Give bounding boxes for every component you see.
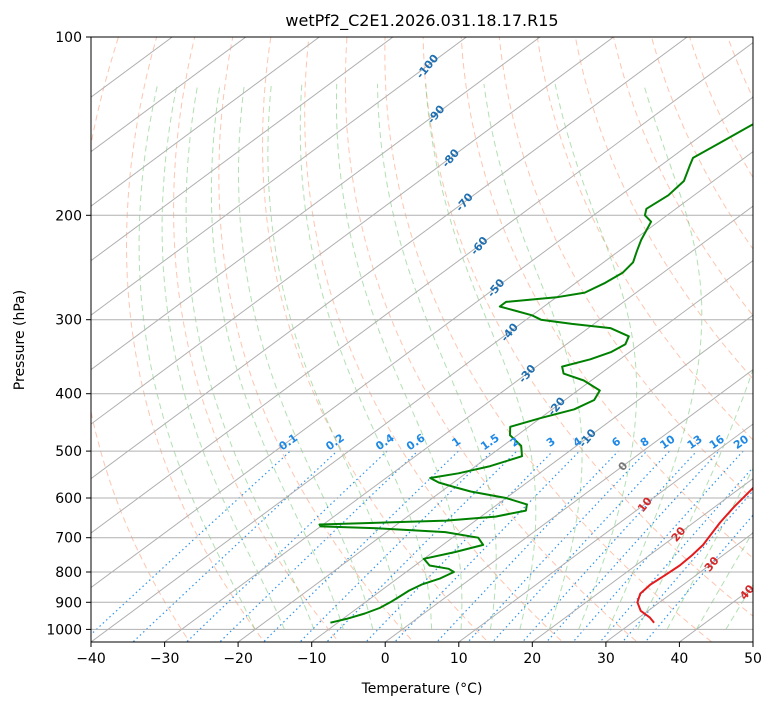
y-axis: 100 200 300 400 500 600 700 800 900 1000 xyxy=(46,30,91,638)
moist-adiabat xyxy=(267,83,403,630)
dry-adiabat xyxy=(574,37,753,380)
moist-adiabat xyxy=(299,83,433,630)
y-tick-label: 700 xyxy=(55,531,82,547)
isotherm xyxy=(91,37,688,480)
x-tick-label: −40 xyxy=(76,651,106,667)
dry-adiabat xyxy=(91,37,191,642)
moist-adiabat xyxy=(554,83,638,630)
dry-adiabat xyxy=(344,37,639,642)
x-tick-label: −30 xyxy=(150,651,180,667)
x-tick-label: 10 xyxy=(450,651,468,667)
chart-title: wetPf2_C2E1.2026.031.18.17.R15 xyxy=(285,11,558,31)
y-tick-label: 800 xyxy=(55,565,82,581)
x-tick-label: −10 xyxy=(297,651,327,667)
isotherm xyxy=(91,37,541,371)
grid-lines xyxy=(91,37,753,642)
y-tick-label: 500 xyxy=(55,444,82,460)
isotherm xyxy=(91,37,174,98)
plot-background xyxy=(91,37,753,642)
dry-adiabat xyxy=(460,37,753,559)
isotherm xyxy=(91,37,468,316)
dewpoint-line xyxy=(318,123,753,624)
dry-adiabat xyxy=(218,37,415,642)
mixing-ratio-label: 25 xyxy=(756,433,775,452)
isotherm xyxy=(384,368,753,642)
dry-adiabat xyxy=(498,37,753,501)
isotherm xyxy=(91,37,247,153)
plot-area xyxy=(91,37,753,642)
moist-adiabat xyxy=(483,83,583,630)
x-tick-label: −20 xyxy=(223,651,253,667)
isotherm xyxy=(310,314,753,642)
x-axis-label: Temperature (°C) xyxy=(361,681,483,697)
x-tick-label: 50 xyxy=(744,651,762,667)
moist-adiabat xyxy=(607,83,703,630)
moist-adiabat xyxy=(210,83,344,630)
isotherm xyxy=(91,151,753,642)
dry-adiabat xyxy=(384,37,713,642)
moist-adiabat xyxy=(161,83,285,630)
dry-adiabat xyxy=(261,37,489,642)
isotherm xyxy=(531,477,753,642)
moist-adiabat xyxy=(138,83,256,630)
sounding-profiles xyxy=(318,123,753,624)
dry-adiabat xyxy=(536,37,753,441)
moist-adiabat xyxy=(377,83,497,630)
isotherm xyxy=(91,96,753,589)
moist-adiabat xyxy=(425,83,537,630)
isotherm xyxy=(91,37,615,425)
moist-adiabat xyxy=(238,83,374,630)
x-tick-label: 40 xyxy=(670,651,688,667)
dry-adiabat xyxy=(689,37,753,179)
y-tick-label: 900 xyxy=(55,595,82,611)
y-tick-label: 100 xyxy=(55,30,82,46)
isotherm xyxy=(237,260,753,642)
temperature-line xyxy=(636,486,753,624)
isotherm xyxy=(91,37,394,262)
moist-adiabat xyxy=(336,83,463,630)
isotherm xyxy=(457,423,753,642)
y-tick-label: 1000 xyxy=(46,622,82,638)
isotherm xyxy=(91,42,753,534)
dry-adiabat xyxy=(173,37,340,642)
dry-adiabat xyxy=(125,37,265,642)
moist-adiabat xyxy=(185,83,315,630)
y-tick-label: 600 xyxy=(55,491,82,507)
x-axis: −40 −30 −20 −10 0 10 20 30 40 50 xyxy=(76,642,762,667)
isotherm xyxy=(163,205,753,642)
plot-frame xyxy=(90,36,754,643)
y-tick-label: 200 xyxy=(55,208,82,224)
isotherm xyxy=(91,37,321,207)
x-tick-label: 0 xyxy=(381,651,390,667)
y-tick-label: 400 xyxy=(55,387,82,403)
y-axis-label: Pressure (hPa) xyxy=(12,290,28,390)
dry-adiabat xyxy=(651,37,753,250)
x-tick-label: 20 xyxy=(523,651,541,667)
dry-adiabat xyxy=(304,37,564,642)
x-tick-label: 30 xyxy=(597,651,615,667)
isotherm xyxy=(605,532,753,642)
moist-adiabat xyxy=(637,83,753,630)
y-tick-label: 300 xyxy=(55,313,82,329)
dry-adiabat xyxy=(756,11,775,654)
